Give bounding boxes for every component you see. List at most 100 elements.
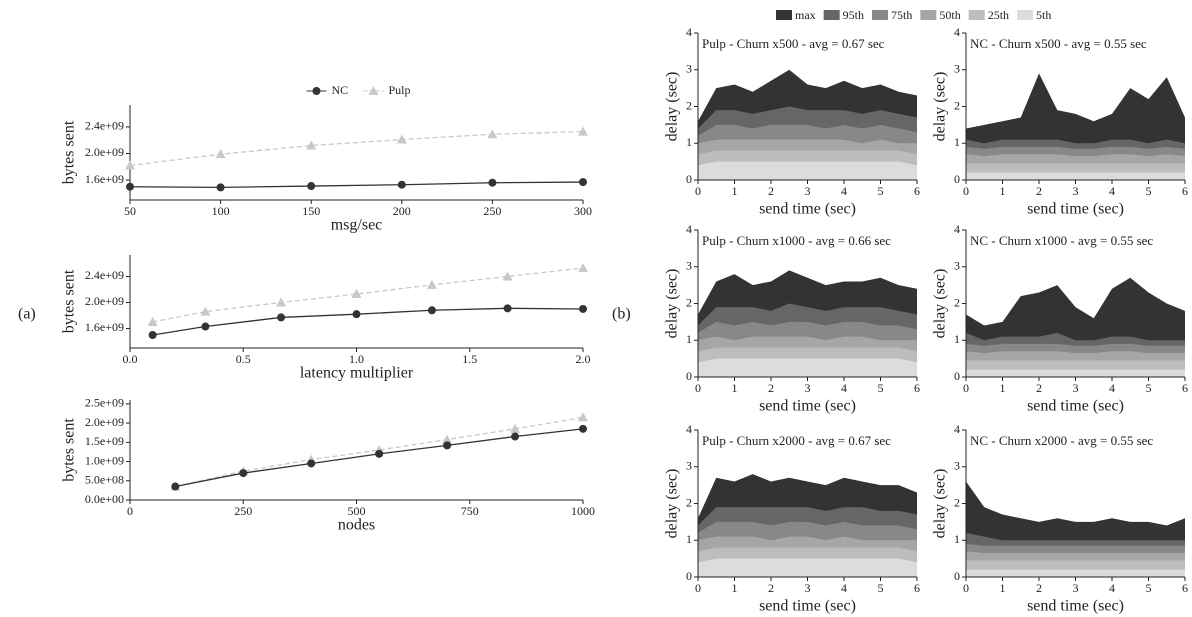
legend-label: 50th [939,8,960,22]
marker [126,182,134,191]
marker [215,149,226,159]
y-tick-label: 2 [686,295,692,309]
marker [578,126,588,136]
x-tick-label: 2 [768,184,774,198]
y-tick-label: 3 [686,259,692,273]
marker [277,313,286,322]
y-tick-label: 4 [686,25,692,39]
series-line [152,307,584,336]
x-tick-label: 6 [1182,581,1188,595]
x-tick-label: 50 [124,204,136,218]
series-line [129,130,584,167]
y-tick-label: 0 [686,172,692,186]
legend-swatch [823,10,840,20]
y-tick-label: 1 [954,332,960,346]
x-tick-label: 150 [302,204,320,218]
y-tick-label: 0.0e+00 [85,492,124,506]
y-tick-label: 2 [954,295,960,309]
x-tick-label: 5 [1146,184,1152,198]
panel-label: (a) [18,306,36,323]
x-tick-label: 6 [914,581,920,595]
legend-swatch [1017,10,1034,20]
y-tick-label: 2.0e+09 [85,415,124,429]
y-tick-label: 1.6e+09 [85,320,124,334]
y-tick-label: 4 [954,25,960,39]
chart-title: NC - Churn x500 - avg = 0.55 sec [970,36,1147,51]
x-axis-label: send time (sec) [759,598,856,615]
marker [200,306,211,316]
x-tick-label: 1 [1000,381,1006,395]
x-tick-label: 4 [1109,381,1115,395]
legend-label: 5th [1036,8,1051,22]
y-tick-label: 2 [954,495,960,509]
x-tick-label: 200 [393,204,411,218]
marker [488,178,497,187]
y-tick-label: 1 [686,135,692,149]
y-tick-label: 3 [954,259,960,273]
marker [426,279,437,289]
x-tick-label: 100 [212,204,230,218]
y-tick-label: 0 [954,172,960,186]
marker [201,322,210,331]
x-tick-label: 1 [1000,581,1006,595]
marker [579,178,587,187]
y-tick-label: 1.5e+09 [85,434,124,448]
x-axis-label: latency multiplier [300,365,414,382]
marker [125,160,135,170]
marker [375,449,384,458]
y-tick-label: 4 [954,222,960,236]
panel-label: (b) [612,306,631,323]
y-tick-label: 1.0e+09 [85,453,124,467]
chart-title: NC - Churn x2000 - avg = 0.55 sec [970,433,1153,448]
area [698,161,917,180]
area [698,558,917,577]
y-tick-label: 2 [686,98,692,112]
y-tick-label: 4 [686,422,692,436]
marker [147,316,158,326]
area [966,369,1185,377]
marker [578,412,588,422]
legend-label: max [795,8,816,22]
x-axis-label: send time (sec) [1027,398,1124,415]
x-tick-label: 5 [1146,581,1152,595]
x-tick-label: 6 [1182,184,1188,198]
x-tick-label: 5 [878,184,884,198]
x-tick-label: 0 [127,504,133,518]
x-tick-label: 1 [732,581,738,595]
y-tick-label: 3 [686,459,692,473]
x-tick-label: 5 [878,581,884,595]
marker [171,482,180,491]
x-tick-label: 0 [695,581,701,595]
y-tick-label: 2.0e+09 [85,145,124,159]
y-tick-label: 0 [954,569,960,583]
legend-label: 75th [891,8,912,22]
chart-title: Pulp - Churn x1000 - avg = 0.66 sec [702,233,891,248]
marker [306,140,317,150]
marker [307,459,316,468]
x-tick-label: 250 [234,504,252,518]
x-tick-label: 3 [1073,381,1079,395]
marker [443,441,452,450]
y-tick-label: 3 [686,62,692,76]
x-tick-label: 1 [732,184,738,198]
y-axis-label: delay (sec) [664,72,681,142]
marker [397,180,406,189]
x-tick-label: 5 [1146,381,1152,395]
x-tick-label: 0 [695,381,701,395]
x-tick-label: 250 [483,204,501,218]
y-tick-label: 1 [686,532,692,546]
marker [148,330,157,339]
marker [487,129,498,139]
y-tick-label: 4 [686,222,692,236]
x-tick-label: 3 [805,184,811,198]
x-tick-label: 2 [1036,381,1042,395]
x-tick-label: 0 [963,581,969,595]
legend-label: 95th [843,8,864,22]
x-axis-label: msg/sec [331,217,383,234]
marker [578,263,588,273]
chart-title: Pulp - Churn x2000 - avg = 0.67 sec [702,433,891,448]
y-axis-label: delay (sec) [664,269,681,339]
x-tick-label: 3 [1073,184,1079,198]
